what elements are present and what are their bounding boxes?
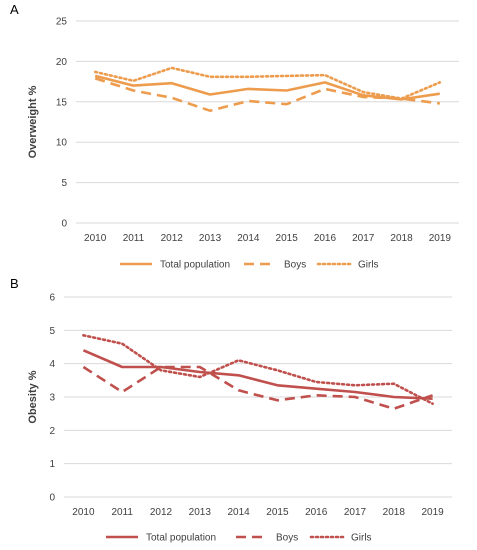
chart-panel-a: A 0 5 10 15 20 25 2010 2011 2012 2013 2014 2015 2016 2… <box>10 2 459 271</box>
x-tick-label: 2019 <box>421 507 444 518</box>
y-tick-label: 5 <box>61 178 67 189</box>
x-tick-label: 2018 <box>390 233 413 244</box>
x-tick-label: 2012 <box>161 233 184 244</box>
legend-label: Girls <box>358 260 379 271</box>
y-tick-label: 0 <box>61 219 67 230</box>
y-tick-label: 15 <box>56 97 68 108</box>
panel-label: B <box>10 276 19 291</box>
x-tick-label: 2010 <box>72 507 95 518</box>
y-tick-label: 2 <box>49 426 55 437</box>
y-tick-label: 1 <box>49 459 55 470</box>
legend-label: Total population <box>146 533 216 544</box>
x-tick-label: 2010 <box>84 233 107 244</box>
legend-label: Total population <box>160 260 230 271</box>
x-tick-label: 2011 <box>123 233 145 244</box>
x-tick-label: 2017 <box>344 507 367 518</box>
y-tick-label: 10 <box>56 138 68 149</box>
panel-label: A <box>10 2 19 17</box>
y-axis-label: Overweight % <box>27 85 39 158</box>
x-tick-label: 2014 <box>227 507 250 518</box>
series-line-total-population <box>82 349 433 400</box>
series-line-girls <box>93 66 442 100</box>
series-line-girls <box>82 333 434 406</box>
y-tick-label: 3 <box>49 393 55 404</box>
y-tick-label: 6 <box>49 293 55 304</box>
x-tick-label: 2016 <box>305 507 328 518</box>
y-tick-label: 5 <box>49 326 55 337</box>
chart-panel-b: B 0 1 2 3 4 5 6 2010 2011 2012 2013 2014 2015 2016 2017… <box>10 276 452 544</box>
series-line-boys <box>94 77 440 112</box>
x-tick-label: 2018 <box>383 507 406 518</box>
x-tick-label: 2015 <box>266 507 289 518</box>
x-tick-label: 2015 <box>276 233 299 244</box>
x-tick-label: 2019 <box>429 233 452 244</box>
x-tick-label: 2012 <box>150 507 173 518</box>
x-tick-label: 2013 <box>199 233 222 244</box>
legend-label: Boys <box>276 533 298 544</box>
x-tick-label: 2016 <box>314 233 337 244</box>
y-tick-label: 25 <box>56 17 68 28</box>
y-axis-label: Obesity % <box>27 370 39 423</box>
y-tick-label: 0 <box>49 493 55 504</box>
series-line-boys <box>82 365 434 411</box>
x-tick-label: 2013 <box>189 507 212 518</box>
y-tick-label: 4 <box>49 359 55 370</box>
legend-label: Girls <box>351 533 372 544</box>
legend-label: Boys <box>284 260 306 271</box>
x-tick-label: 2014 <box>237 233 260 244</box>
x-tick-label: 2017 <box>352 233 375 244</box>
x-tick-label: 2011 <box>111 507 133 518</box>
y-tick-label: 20 <box>56 57 68 68</box>
